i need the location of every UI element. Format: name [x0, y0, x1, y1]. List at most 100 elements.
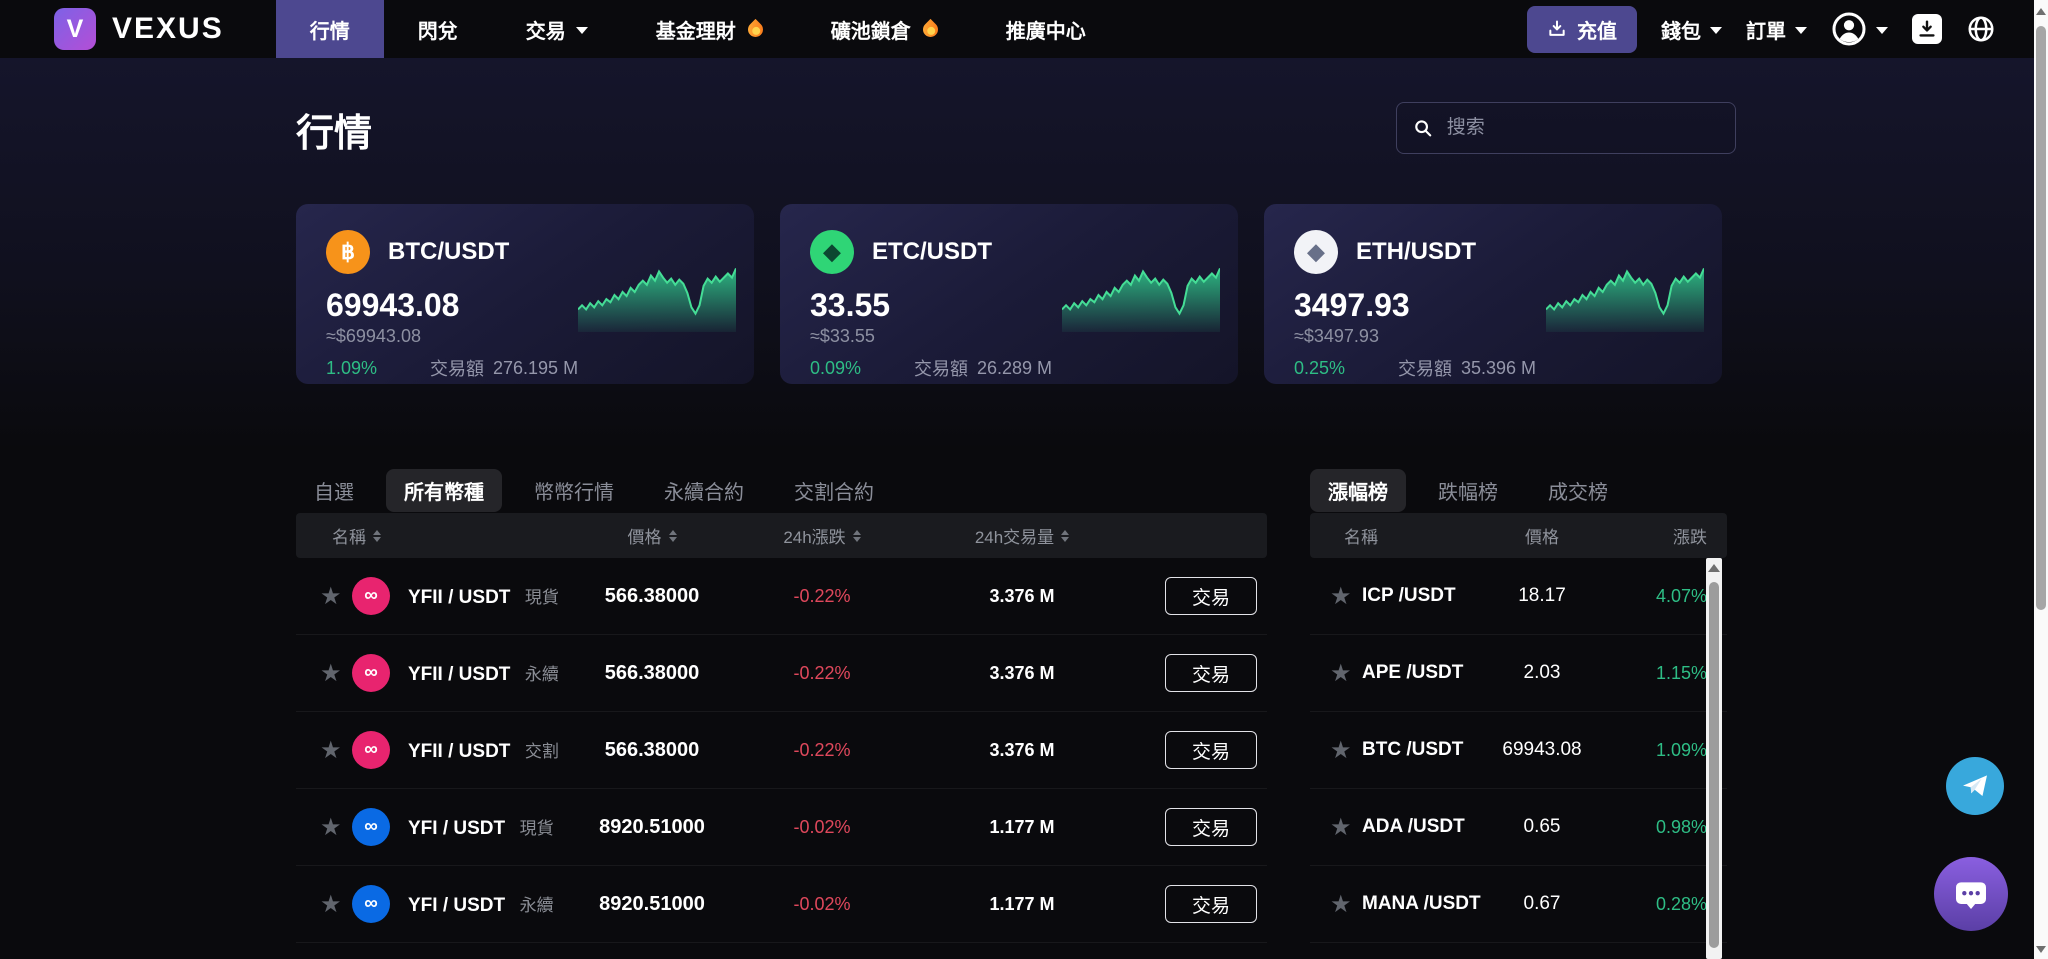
sort-icon[interactable] — [668, 529, 677, 542]
favorite-star-icon[interactable]: ★ — [320, 659, 342, 687]
pair-price: 18.17 — [1518, 585, 1566, 606]
market-row[interactable]: ★ ∞ YFI / USDT 現貨 8920.51000 -0.02% 1.17… — [296, 789, 1267, 866]
filter-tab-delivery[interactable]: 交割合約 — [794, 481, 874, 504]
card-volume-label: 交易額 — [430, 359, 484, 379]
brand[interactable]: V VEXUS — [0, 8, 224, 50]
scroll-down-arrow[interactable] — [2036, 946, 2046, 953]
filter-tab-perpetual[interactable]: 永續合約 — [664, 481, 744, 504]
card-change: 0.09% — [810, 357, 862, 378]
header-price[interactable]: 價格 — [627, 528, 662, 547]
ticker-card-btc[interactable]: ฿ BTC/USDT 69943.08 ≈$69943.08 1.09% 交易額… — [296, 204, 754, 384]
nav-item-mining-lock[interactable]: 礦池鎖倉 — [797, 0, 972, 58]
filter-tab-spot-markets[interactable]: 幣幣行情 — [534, 481, 614, 504]
pair-price: 0.65 — [1523, 816, 1561, 837]
sort-icon[interactable] — [852, 529, 861, 542]
sort-icon[interactable] — [373, 529, 381, 542]
search-box[interactable] — [1396, 102, 1736, 154]
card-price: 33.55 — [810, 287, 891, 323]
trade-button[interactable]: 交易 — [1165, 885, 1257, 923]
language-globe-icon[interactable] — [1966, 14, 1996, 44]
rank-row[interactable]: ★ ADA /USDT 0.65 0.98% — [1310, 789, 1727, 866]
orders-menu[interactable]: 訂單 — [1746, 15, 1807, 44]
scrollbar-thumb[interactable] — [2036, 26, 2046, 610]
favorite-star-icon[interactable]: ★ — [320, 890, 342, 918]
coin-icon: ∞ — [352, 885, 390, 923]
favorite-star-icon[interactable]: ★ — [1330, 890, 1352, 918]
account-menu[interactable] — [1831, 11, 1888, 47]
scrollbar-thumb[interactable] — [1709, 582, 1719, 948]
favorite-star-icon[interactable]: ★ — [1330, 582, 1352, 610]
coin-icon: ∞ — [352, 577, 390, 615]
rank-row[interactable]: ★ ICP /USDT 18.17 4.07% — [1310, 558, 1727, 635]
pair-24h-volume: 3.376 M — [989, 585, 1055, 606]
trade-button[interactable]: 交易 — [1165, 654, 1257, 692]
market-filter-tabs: 自選 所有幣種 幣幣行情 永續合約 交割合約 — [296, 468, 1267, 512]
coin-icon: ∞ — [352, 808, 390, 846]
rank-tab-losers[interactable]: 跌幅榜 — [1438, 481, 1498, 504]
scroll-up-arrow[interactable] — [1708, 564, 1720, 572]
hero-section: 行情 ฿ BTC/USDT 69943.08 ≈$69943.08 1.09% … — [0, 58, 2048, 450]
card-change: 1.09% — [326, 357, 378, 378]
download-app-icon[interactable] — [1912, 14, 1942, 44]
pair-24h-volume: 1.177 M — [989, 893, 1055, 914]
header-24h-volume[interactable]: 24h交易量 — [974, 528, 1055, 547]
favorite-star-icon[interactable]: ★ — [320, 813, 342, 841]
pair-market-tag: 永續 — [519, 896, 554, 915]
hot-flame-icon — [919, 18, 941, 40]
pair-market-tag: 現貨 — [519, 819, 554, 838]
top-navbar: V VEXUS 行情 閃兌 交易 基金理財 礦池鎖倉 推廣中心 充值 — [0, 0, 2048, 58]
search-input[interactable] — [1444, 116, 1719, 140]
market-row[interactable]: ★ ∞ YFI / USDT 永續 8920.51000 -0.02% 1.17… — [296, 866, 1267, 943]
trade-button[interactable]: 交易 — [1165, 808, 1257, 846]
rank-row[interactable]: ★ MANA /USDT 0.67 0.28% — [1310, 866, 1727, 943]
chevron-down-icon — [1795, 27, 1807, 34]
rank-row[interactable]: ★ APE /USDT 2.03 1.15% — [1310, 635, 1727, 712]
ticker-card-eth[interactable]: ◆ ETH/USDT 3497.93 ≈$3497.93 0.25% 交易額 3… — [1264, 204, 1722, 384]
header-name[interactable]: 名稱 — [332, 528, 366, 547]
nav-item-trade[interactable]: 交易 — [492, 0, 622, 58]
nav-item-funds[interactable]: 基金理財 — [622, 0, 797, 58]
wallet-menu[interactable]: 錢包 — [1661, 15, 1722, 44]
pair-name: BTC /USDT — [1362, 739, 1464, 760]
rank-panel-scrollbar[interactable] — [1706, 558, 1722, 959]
card-volume: 276.195 M — [493, 357, 579, 378]
ticker-card-etc[interactable]: ◆ ETC/USDT 33.55 ≈$33.55 0.09% 交易額 26.28… — [780, 204, 1238, 384]
rank-row[interactable]: ★ BTC /USDT 69943.08 1.09% — [1310, 712, 1727, 789]
trade-button[interactable]: 交易 — [1165, 731, 1257, 769]
market-row[interactable]: ★ ∞ YFII / USDT 交割 566.38000 -0.22% 3.37… — [296, 712, 1267, 789]
pair-market-tag: 交割 — [524, 742, 559, 761]
sort-icon[interactable] — [1061, 529, 1070, 542]
rank-panel: 漲幅榜 跌幅榜 成交榜 名稱 價格 漲跌 ★ ICP /USDT 18.17 4.0… — [1310, 468, 1727, 943]
market-row[interactable]: ★ ∞ YFII / USDT 現貨 566.38000 -0.22% 3.37… — [296, 558, 1267, 635]
pair-change: 1.15% — [1655, 662, 1707, 683]
market-row[interactable]: ★ ∞ YFII / USDT 永續 566.38000 -0.22% 3.37… — [296, 635, 1267, 712]
pair-24h-change: -0.02% — [793, 893, 851, 914]
favorite-star-icon[interactable]: ★ — [320, 736, 342, 764]
nav-item-markets[interactable]: 行情 — [275, 0, 384, 58]
pair-24h-change: -0.22% — [793, 739, 851, 760]
rank-tab-gainers[interactable]: 漲幅榜 — [1310, 468, 1406, 512]
favorite-star-icon[interactable]: ★ — [1330, 813, 1352, 841]
filter-tab-favorites[interactable]: 自選 — [314, 481, 354, 504]
deposit-icon — [1549, 20, 1565, 36]
page-scrollbar[interactable] — [2034, 0, 2048, 959]
favorite-star-icon[interactable]: ★ — [1330, 659, 1352, 687]
scroll-up-arrow[interactable] — [2036, 8, 2046, 15]
recharge-button[interactable]: 充值 — [1527, 5, 1637, 53]
nav-item-referral[interactable]: 推廣中心 — [1005, 20, 1086, 43]
telegram-button[interactable] — [1946, 757, 2004, 815]
card-price: 3497.93 — [1294, 287, 1410, 323]
live-chat-button[interactable] — [1934, 857, 2008, 931]
telegram-icon — [1963, 775, 1987, 796]
sparkline-chart — [1546, 267, 1704, 332]
rank-table-header: 名稱 價格 漲跌 — [1310, 513, 1727, 558]
filter-tab-all-coins[interactable]: 所有幣種 — [386, 468, 502, 512]
favorite-star-icon[interactable]: ★ — [1330, 736, 1352, 764]
trade-button[interactable]: 交易 — [1165, 577, 1257, 615]
favorite-star-icon[interactable]: ★ — [320, 582, 342, 610]
nav-item-flash-swap[interactable]: 閃兌 — [417, 20, 458, 43]
header-24h-change[interactable]: 24h漲跌 — [783, 528, 846, 547]
pair-24h-volume: 3.376 M — [989, 662, 1055, 683]
rank-tab-volume[interactable]: 成交榜 — [1548, 481, 1608, 504]
brand-name: VEXUS — [112, 12, 224, 45]
